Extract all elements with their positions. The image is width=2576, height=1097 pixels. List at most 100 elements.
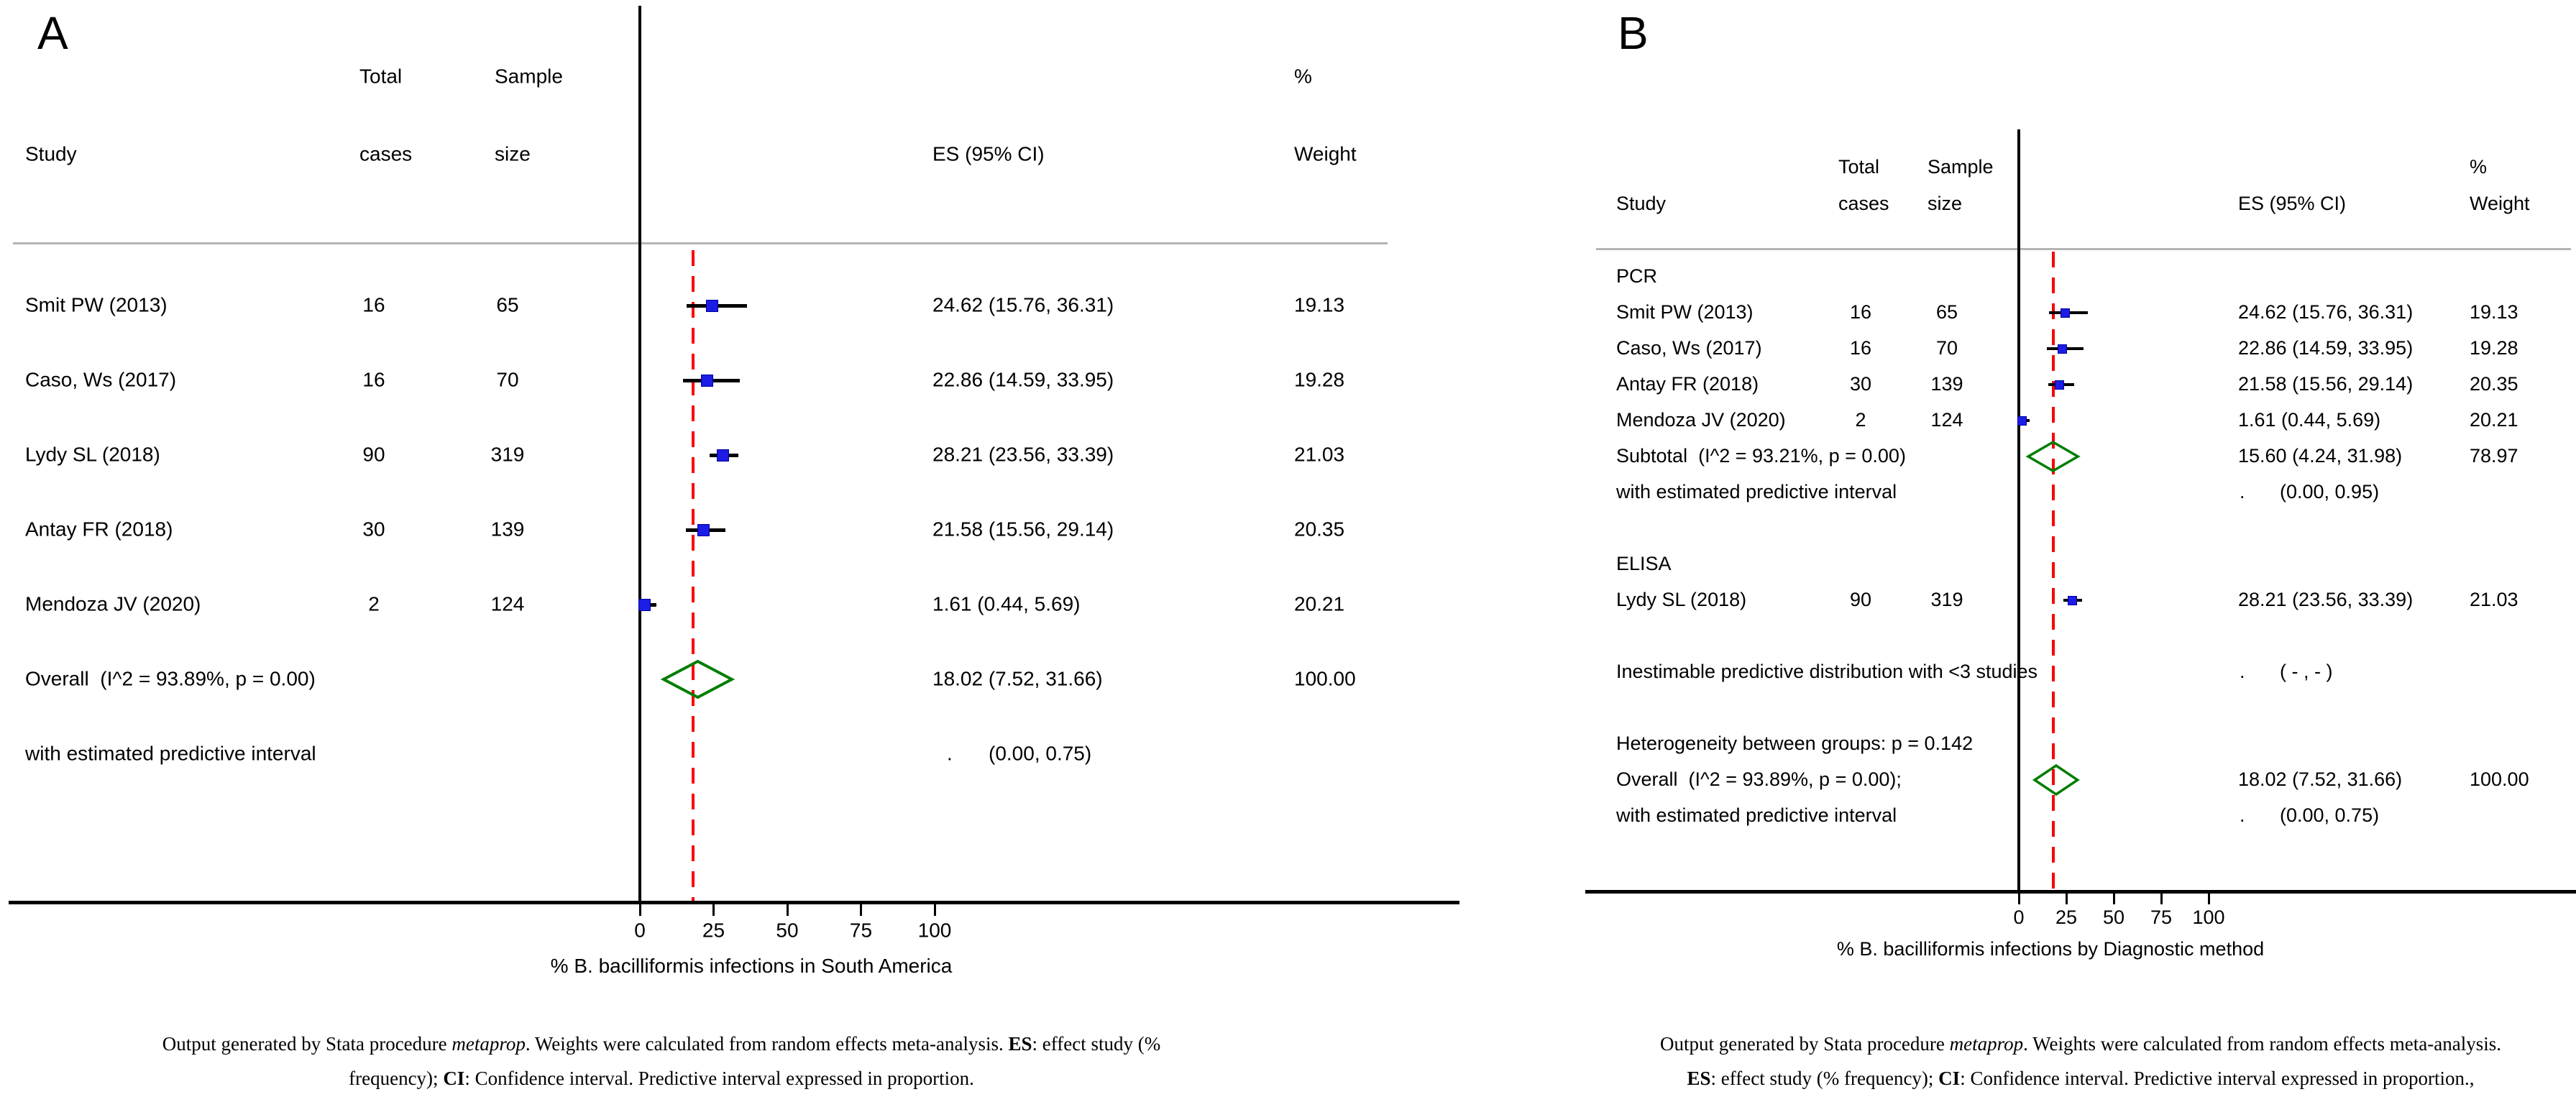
pooled-diamond-outline <box>2025 440 2081 473</box>
x-axis-tick-label: 25 <box>702 919 725 942</box>
pooled-diamond <box>2025 440 2081 473</box>
predictive-interval-label: with estimated predictive interval <box>1616 480 1897 502</box>
effect-marker <box>2061 308 2071 318</box>
column-header-cases: cases <box>359 142 413 165</box>
weight-value: 19.13 <box>2470 300 2518 323</box>
es-ci-value: 28.21 (23.56, 33.39) <box>932 443 1114 466</box>
x-axis-tick <box>2112 894 2115 904</box>
weight-value: 19.28 <box>1294 368 1345 391</box>
sample-size-value: 139 <box>490 518 525 541</box>
group-label: PCR <box>1616 265 1658 287</box>
x-axis-tick-label: 50 <box>776 919 799 942</box>
footnote-text: CI <box>1938 1068 1961 1089</box>
total-cases-value: 16 <box>362 368 385 391</box>
column-header-cases: cases <box>1838 192 1889 214</box>
weight-value: 19.28 <box>2470 336 2518 359</box>
column-header-study: Study <box>25 142 77 165</box>
x-axis-tick-label: 100 <box>917 919 952 942</box>
study-label: Caso, Ws (2017) <box>25 368 177 391</box>
effect-marker <box>717 449 730 462</box>
weight-value: 100.00 <box>2470 768 2529 790</box>
x-axis-tick <box>2017 894 2020 904</box>
sample-size-value: 65 <box>496 293 519 316</box>
sample-size-value: 70 <box>496 368 519 391</box>
pooled-diamond-outline <box>660 659 735 699</box>
total-cases-value: 16 <box>362 293 385 316</box>
zero-axis-line <box>2017 129 2020 890</box>
header-separator-line <box>13 242 1388 244</box>
total-cases-value: 16 <box>1849 300 1872 323</box>
pooled-row-label: Overall (I^2 = 93.89%, p = 0.00); <box>1616 768 1902 790</box>
heterogeneity-note-label: Heterogeneity between groups: p = 0.142 <box>1616 732 1974 754</box>
es-ci-value: 24.62 (15.76, 36.31) <box>2238 300 2414 323</box>
es-ci-value: 18.02 (7.52, 31.66) <box>932 667 1103 690</box>
es-ci-value: 18.02 (7.52, 31.66) <box>2238 768 2403 790</box>
pooled-diamond <box>660 659 735 699</box>
es-missing-dot: . <box>2240 804 2245 826</box>
panel-letter: B <box>1618 7 1649 59</box>
total-cases-value: 2 <box>368 592 380 615</box>
effect-marker <box>2057 344 2067 354</box>
x-axis-title: % B. bacilliformis infections by Diagnos… <box>1836 938 2265 960</box>
footnote-text: frequency); <box>349 1068 444 1089</box>
footnote-text: : effect study (% <box>1032 1033 1161 1055</box>
x-axis-tick <box>638 904 641 916</box>
es-ci-value: 1.61 (0.44, 5.69) <box>932 592 1081 615</box>
es-ci-value: 21.58 (15.56, 29.14) <box>932 518 1114 541</box>
sample-size-value: 139 <box>1930 372 1963 395</box>
x-axis-line <box>1585 890 2576 894</box>
x-axis-tick <box>2207 894 2210 904</box>
column-header-total: Total <box>1838 155 1880 178</box>
weight-value: 20.35 <box>2470 372 2518 395</box>
footnote-text: CI <box>443 1068 465 1089</box>
es-ci-value: 28.21 (23.56, 33.39) <box>2238 588 2414 610</box>
es-ci-value: 1.61 (0.44, 5.69) <box>2238 408 2381 431</box>
es-missing-dot: . <box>2240 480 2245 502</box>
es-ci-value: 24.62 (15.76, 36.31) <box>932 293 1114 316</box>
study-label: Lydy SL (2018) <box>25 443 160 466</box>
sample-size-value: 319 <box>490 443 525 466</box>
pooled-estimate-reference-line <box>691 250 695 901</box>
effect-marker <box>2067 595 2077 605</box>
total-cases-value: 90 <box>362 443 385 466</box>
weight-value: 78.97 <box>2470 444 2518 467</box>
header-separator-line <box>1596 248 2571 250</box>
predictive-interval-value: (0.00, 0.75) <box>2280 804 2380 826</box>
sample-size-value: 65 <box>1935 300 1958 323</box>
weight-value: 20.21 <box>1294 592 1345 615</box>
es-ci-value: 21.58 (15.56, 29.14) <box>2238 372 2414 395</box>
effect-marker <box>706 299 719 312</box>
column-header-sample: Sample <box>495 65 563 88</box>
column-header-weight: Weight <box>2470 192 2530 214</box>
total-cases-value: 2 <box>1855 408 1866 431</box>
x-axis-tick-label: 100 <box>2192 906 2225 928</box>
column-header-weight: Weight <box>1294 142 1357 165</box>
group-label: ELISA <box>1616 552 1672 574</box>
study-label: Antay FR (2018) <box>1616 372 1759 395</box>
study-label: Lydy SL (2018) <box>1616 588 1747 610</box>
column-header-percent: % <box>1294 65 1312 88</box>
es-ci-value: 22.86 (14.59, 33.95) <box>2238 336 2414 359</box>
column-header-es-ci: ES (95% CI) <box>932 142 1045 165</box>
column-header-size: size <box>495 142 531 165</box>
weight-value: 21.03 <box>2470 588 2518 610</box>
study-label: Smit PW (2013) <box>25 293 168 316</box>
footnote-text: ES <box>1008 1033 1032 1055</box>
effect-marker <box>697 523 710 536</box>
sample-size-value: 70 <box>1935 336 1958 359</box>
weight-value: 21.03 <box>1294 443 1345 466</box>
zero-axis-line <box>638 6 641 901</box>
predictive-interval-value: (0.00, 0.95) <box>2280 480 2380 502</box>
footnote-text: metaprop <box>1949 1033 2024 1055</box>
footnote-text: ES <box>1687 1068 1711 1089</box>
es-missing-dot: . <box>2240 660 2245 682</box>
total-cases-value: 16 <box>1849 336 1872 359</box>
x-axis-tick-label: 75 <box>849 919 873 942</box>
total-cases-value: 30 <box>362 518 385 541</box>
effect-marker <box>2055 380 2065 390</box>
weight-value: 19.13 <box>1294 293 1345 316</box>
column-header-total: Total <box>359 65 403 88</box>
x-axis-tick <box>933 904 936 916</box>
